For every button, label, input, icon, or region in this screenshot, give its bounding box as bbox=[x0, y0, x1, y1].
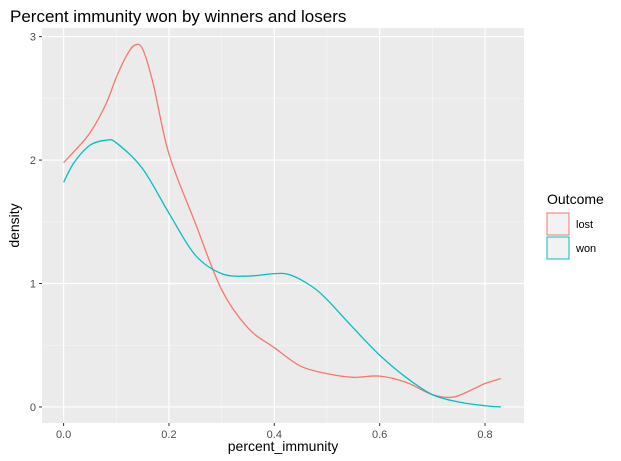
series-line-won bbox=[63, 138, 501, 408]
series-layer bbox=[63, 43, 502, 408]
legend-key-won bbox=[546, 236, 570, 260]
y-tick-label: 2 bbox=[30, 155, 36, 167]
chart-title: Percent immunity won by winners and lose… bbox=[10, 7, 346, 26]
x-tick-label: 0.0 bbox=[56, 429, 71, 441]
x-tick-label: 0.4 bbox=[267, 429, 282, 441]
plot-panel bbox=[42, 28, 524, 423]
legend-key-lost bbox=[546, 212, 570, 236]
x-axis: 0.0 0.2 0.4 0.6 0.8 bbox=[56, 423, 493, 441]
legend-title: Outcome bbox=[547, 191, 604, 207]
legend-label-won: won bbox=[575, 243, 596, 255]
x-tick-label: 0.2 bbox=[161, 429, 176, 441]
x-axis-title: percent_immunity bbox=[228, 438, 339, 454]
gridlines bbox=[42, 28, 524, 423]
y-axis-title: density bbox=[6, 203, 22, 247]
x-tick-label: 0.6 bbox=[372, 429, 387, 441]
legend: Outcome lost won bbox=[546, 191, 604, 260]
x-tick-label: 0.8 bbox=[477, 429, 492, 441]
y-tick-label: 3 bbox=[30, 32, 36, 44]
y-axis: 0 1 2 3 bbox=[30, 32, 42, 414]
y-tick-label: 0 bbox=[30, 402, 36, 414]
y-tick-label: 1 bbox=[30, 279, 36, 291]
legend-label-lost: lost bbox=[576, 219, 593, 231]
